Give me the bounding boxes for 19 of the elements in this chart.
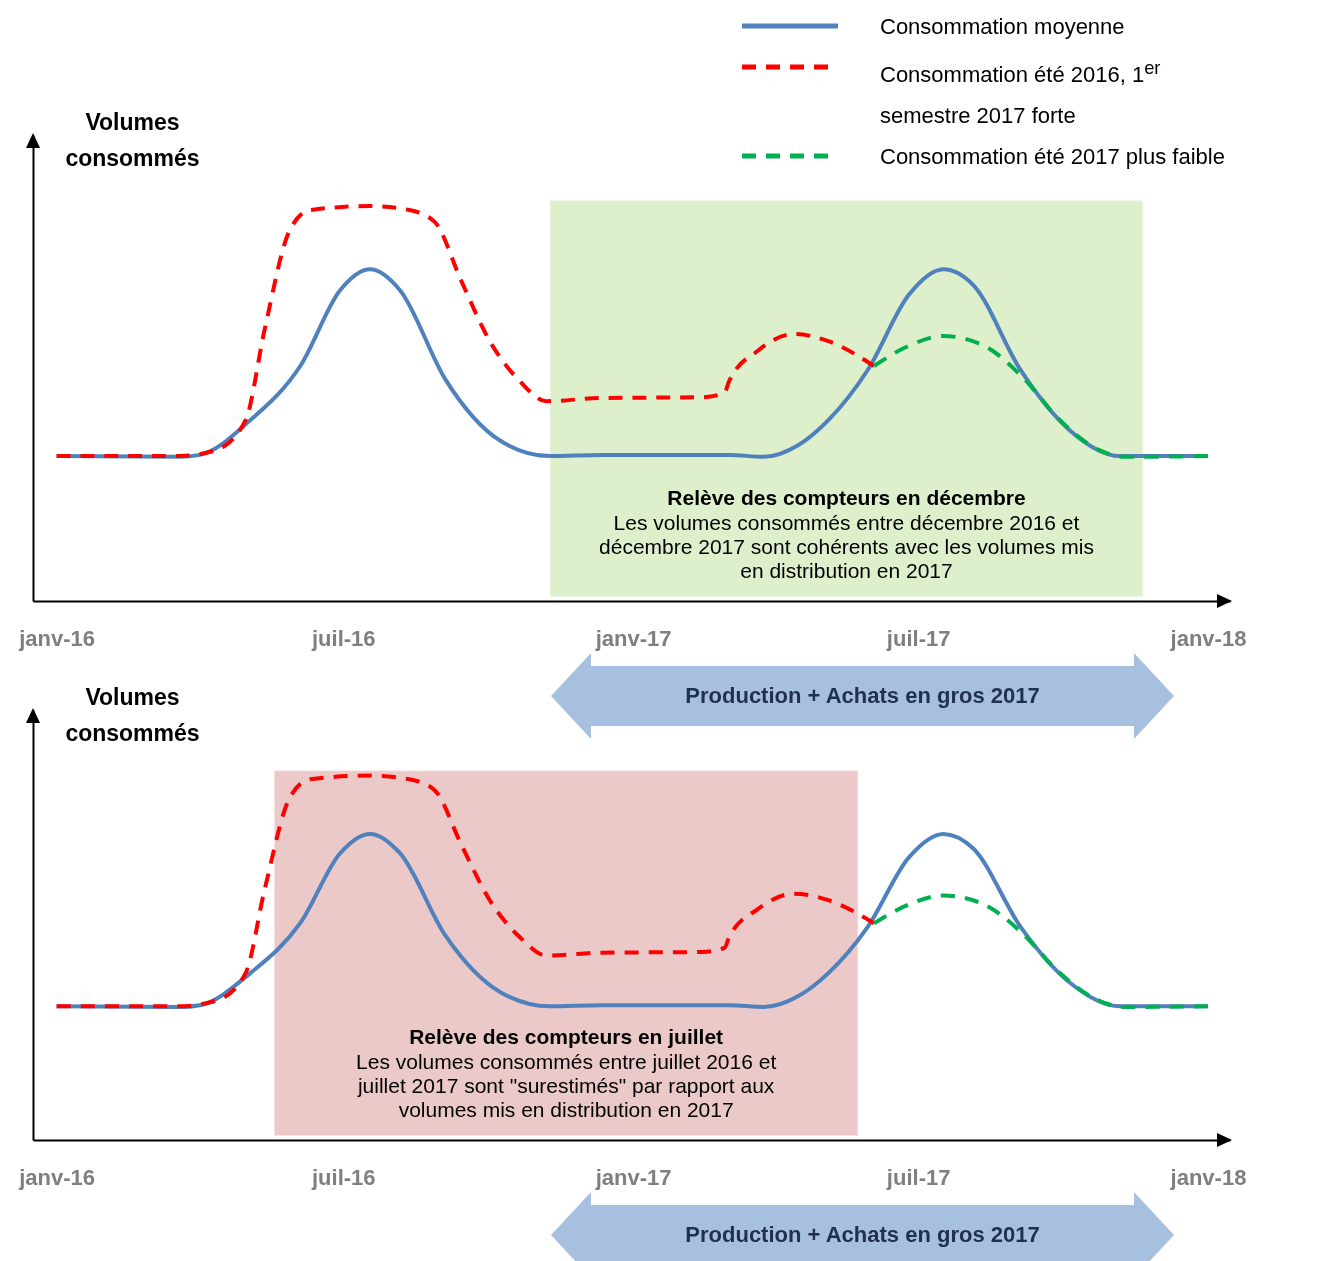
- x-tick-label: janv-16: [18, 625, 96, 651]
- band-label: Relève des compteurs en juillet: [409, 1025, 724, 1048]
- y-axis-title: Volumes consommés: [65, 108, 200, 171]
- x-tick-label: janv-16: [18, 1164, 96, 1190]
- annotation: Les volumes consommés entre juillet 2016 et juillet 2017 sont "surestimés" par rapport aux volumes mis en distribution en 2017: [356, 1050, 777, 1121]
- x-tick-label: juil-17: [885, 625, 951, 651]
- text: Consommation été 2016, 1$^{er}$ semestre 2017 forte: [880, 57, 1161, 129]
- x-tick-label: janv-18: [1169, 625, 1247, 651]
- x-tick-label: janv-18: [1169, 1164, 1247, 1190]
- x-tick-label: juil-16: [310, 1164, 376, 1190]
- legend-label: Consommation moyenne: [880, 13, 1126, 41]
- legend-label: Consommation été 2017 plus faible: [880, 143, 1226, 172]
- x-tick-label: janv-17: [594, 625, 672, 651]
- y-axis-title: Volumes consommés: [65, 683, 200, 746]
- band-label: Relève des compteurs en décembre: [667, 486, 1026, 509]
- annotation: Les volumes consommés entre décembre 2016 et décembre 2017 sont cohérents avec les volumes mis en distribution en 2017: [599, 511, 1094, 582]
- x-tick-label: juil-17: [885, 1164, 951, 1190]
- x-tick-label: janv-17: [594, 1164, 672, 1190]
- x-tick-label: juil-16: [310, 625, 376, 651]
